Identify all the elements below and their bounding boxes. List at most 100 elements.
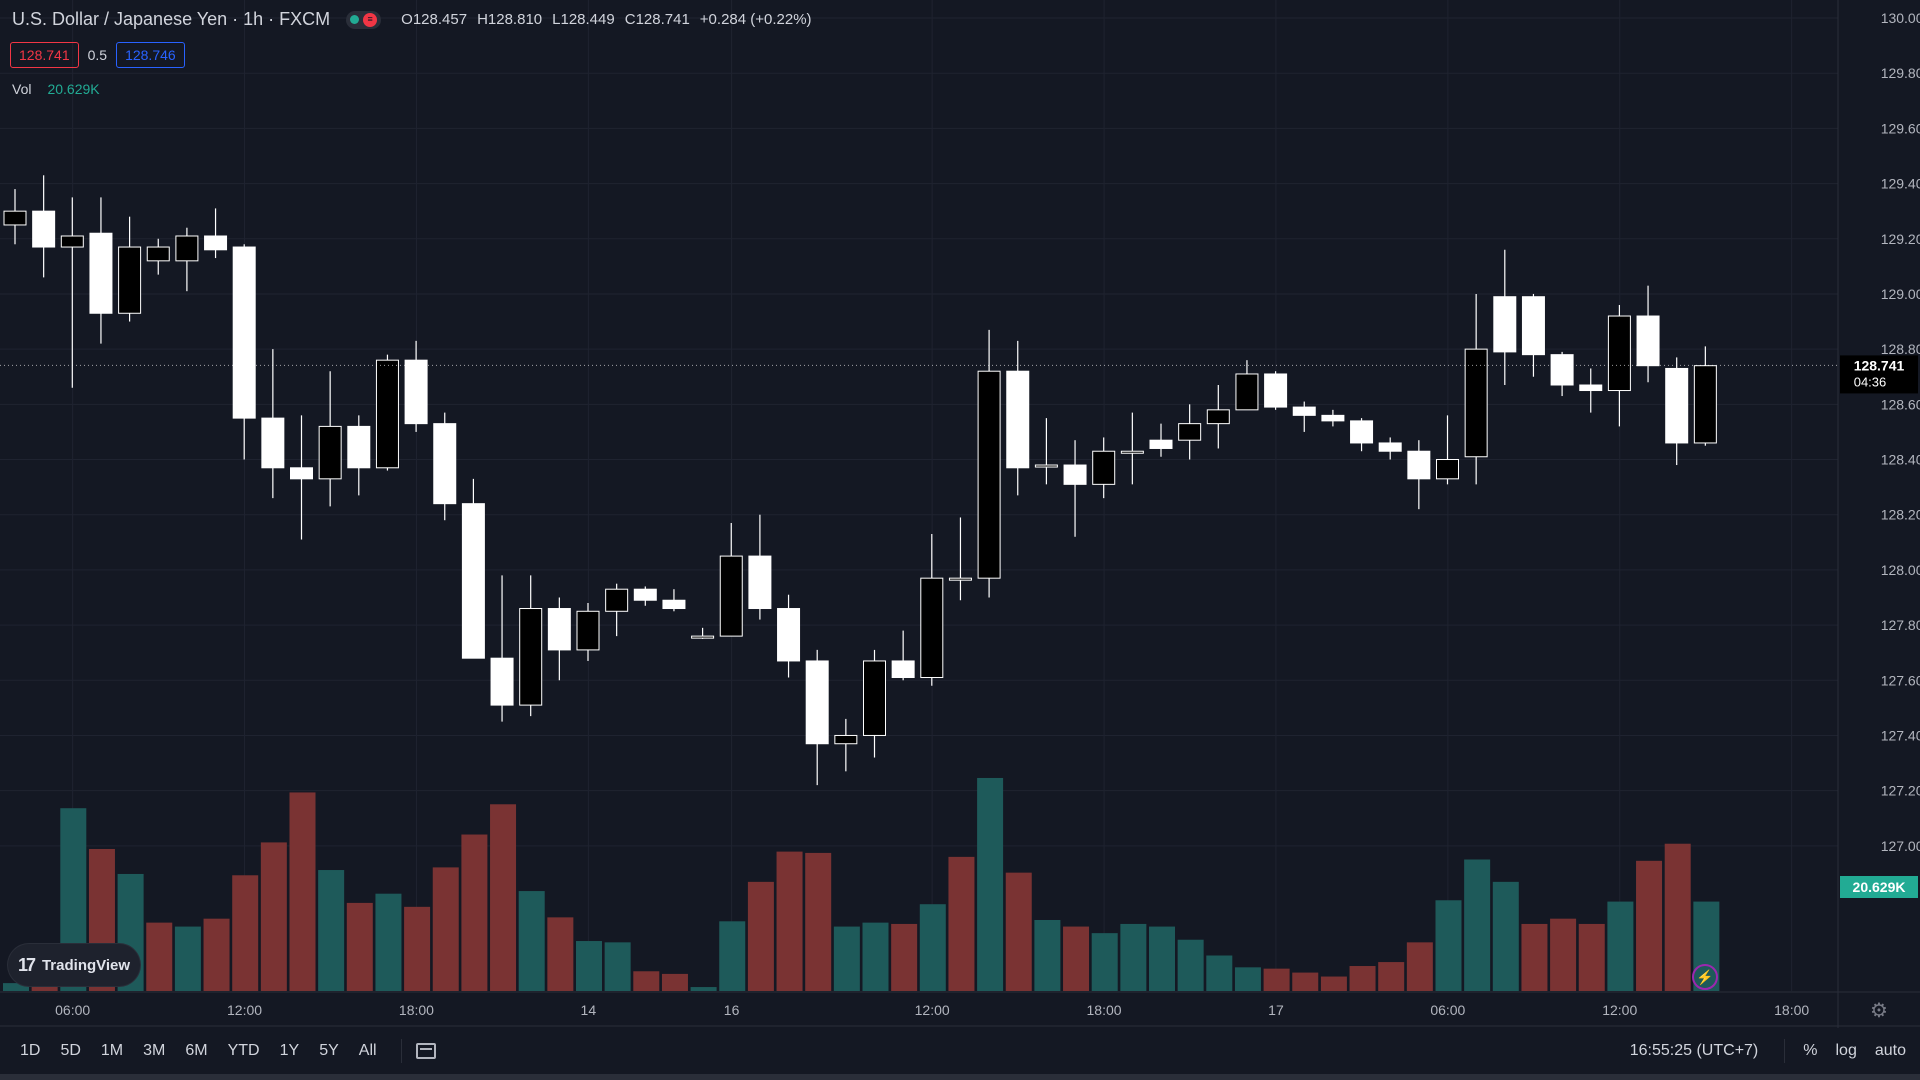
volume-bar (1177, 939, 1204, 991)
y-tick-label: 129.800 (1881, 65, 1920, 81)
range-all-button[interactable]: All (358, 1042, 377, 1059)
change-value: +0.284 (+0.22%) (699, 11, 812, 28)
candle-body (1120, 450, 1144, 454)
y-tick-label: 129.400 (1881, 176, 1920, 192)
sell-price-button[interactable]: 128.741 (10, 42, 79, 68)
market-status[interactable]: ≡ (346, 10, 382, 29)
range-1m-button[interactable]: 1M (100, 1042, 124, 1059)
volume-bar (948, 856, 975, 991)
volume-bar (1063, 926, 1090, 991)
calendar-icon[interactable] (415, 1043, 436, 1059)
volume-bar (1664, 843, 1691, 991)
candle-body (89, 232, 113, 314)
volume-bar (1320, 976, 1347, 991)
candle-body (519, 608, 543, 706)
log-scale-toggle[interactable]: log (1835, 1042, 1857, 1059)
volume-bar (518, 891, 545, 991)
candle-body (547, 608, 571, 651)
x-tick-label: 18:00 (1774, 1002, 1809, 1018)
volume-bar (719, 921, 746, 991)
candle-body (347, 425, 371, 469)
clock-timezone[interactable]: 16:55:25 (UTC+7) (1629, 1042, 1759, 1059)
x-tick-label: 14 (581, 1002, 597, 1018)
x-tick-label: 06:00 (1430, 1002, 1465, 1018)
volume-bar (404, 906, 431, 991)
range-5d-button[interactable]: 5D (60, 1042, 81, 1059)
volume-bar (260, 842, 287, 991)
volume-bar (3, 983, 29, 991)
range-6m-button[interactable]: 6M (185, 1042, 208, 1059)
range-1y-button[interactable]: 1Y (279, 1042, 300, 1059)
toolbar-divider-right (1784, 1039, 1786, 1063)
candle-body (1607, 315, 1631, 392)
range-1d-button[interactable]: 1D (20, 1042, 41, 1059)
volume-bar (1550, 918, 1577, 991)
gear-icon[interactable]: ⚙ (1870, 1000, 1888, 1022)
volume-bar (1578, 923, 1605, 991)
volume-bar (1149, 926, 1175, 991)
candle-body (777, 608, 801, 662)
tradingview-logo[interactable]: 17 TradingView (8, 944, 140, 986)
candle-body (920, 577, 944, 679)
volume-bar (1521, 923, 1548, 991)
lightning-icon[interactable]: ⚡ (1692, 964, 1718, 990)
candle-body (977, 370, 1001, 579)
volume-bar (1406, 942, 1433, 991)
volume-bar (1206, 955, 1233, 991)
volume-bar (146, 922, 173, 991)
volume-bar (346, 902, 373, 991)
volume-bar (1005, 872, 1032, 991)
candle-body (1006, 370, 1030, 469)
y-tick-label: 129.600 (1881, 120, 1920, 136)
bottom-edge (0, 1074, 1920, 1080)
volume-bar (1435, 900, 1462, 991)
volume-bar (690, 987, 717, 991)
y-tick-label: 127.000 (1881, 838, 1920, 854)
volume-bar (891, 923, 918, 991)
chart-legend: U.S. Dollar / Japanese Yen · 1h · FXCM ≡… (12, 9, 812, 30)
market-open-dot-icon (350, 15, 360, 24)
candle-body (175, 235, 199, 262)
menu-icon: ≡ (363, 12, 378, 27)
y-tick-label: 128.800 (1881, 341, 1920, 357)
symbol-title[interactable]: U.S. Dollar / Japanese Yen · 1h · FXCM (12, 9, 331, 29)
x-tick-label: 12:00 (1602, 1002, 1637, 1018)
candle-body (1521, 296, 1545, 356)
candle-body (232, 246, 256, 419)
volume-bar (805, 852, 832, 991)
open-label: O (401, 11, 413, 28)
candle-body (1579, 384, 1603, 392)
auto-scale-toggle[interactable]: auto (1874, 1042, 1906, 1059)
candle-body (662, 599, 686, 610)
last-volume-text: 20.629K (1853, 879, 1906, 895)
volume-bar (318, 870, 345, 991)
toolbar-divider (400, 1039, 402, 1063)
quote-row: 128.741 0.5 128.746 (10, 42, 185, 68)
percent-scale-toggle[interactable]: % (1803, 1042, 1818, 1059)
candle-body (404, 359, 428, 425)
candle-body (863, 660, 886, 736)
candle-body (318, 425, 342, 480)
volume-bar (776, 851, 803, 991)
candle-body (1636, 315, 1660, 367)
high-label: H (477, 11, 488, 28)
candle-body (633, 588, 657, 601)
volume-legend[interactable]: Vol 20.629K (12, 81, 100, 97)
candle-body (748, 555, 772, 610)
buy-price-button[interactable]: 128.746 (116, 42, 185, 68)
candle-body (1378, 442, 1402, 452)
x-tick-label: 12:00 (227, 1002, 262, 1018)
volume-bar (604, 942, 631, 991)
volume-bar (432, 867, 459, 991)
y-tick-label: 128.000 (1881, 562, 1920, 578)
range-3m-button[interactable]: 3M (143, 1042, 166, 1059)
candle-body (204, 235, 228, 251)
range-ytd-button[interactable]: YTD (227, 1042, 260, 1059)
volume-bar (1263, 968, 1290, 991)
y-tick-label: 130.000 (1881, 10, 1920, 26)
candle-body (32, 210, 56, 248)
range-5y-button[interactable]: 5Y (319, 1042, 339, 1059)
y-tick-label: 128.200 (1881, 507, 1920, 523)
y-tick-label: 127.400 (1881, 727, 1920, 743)
